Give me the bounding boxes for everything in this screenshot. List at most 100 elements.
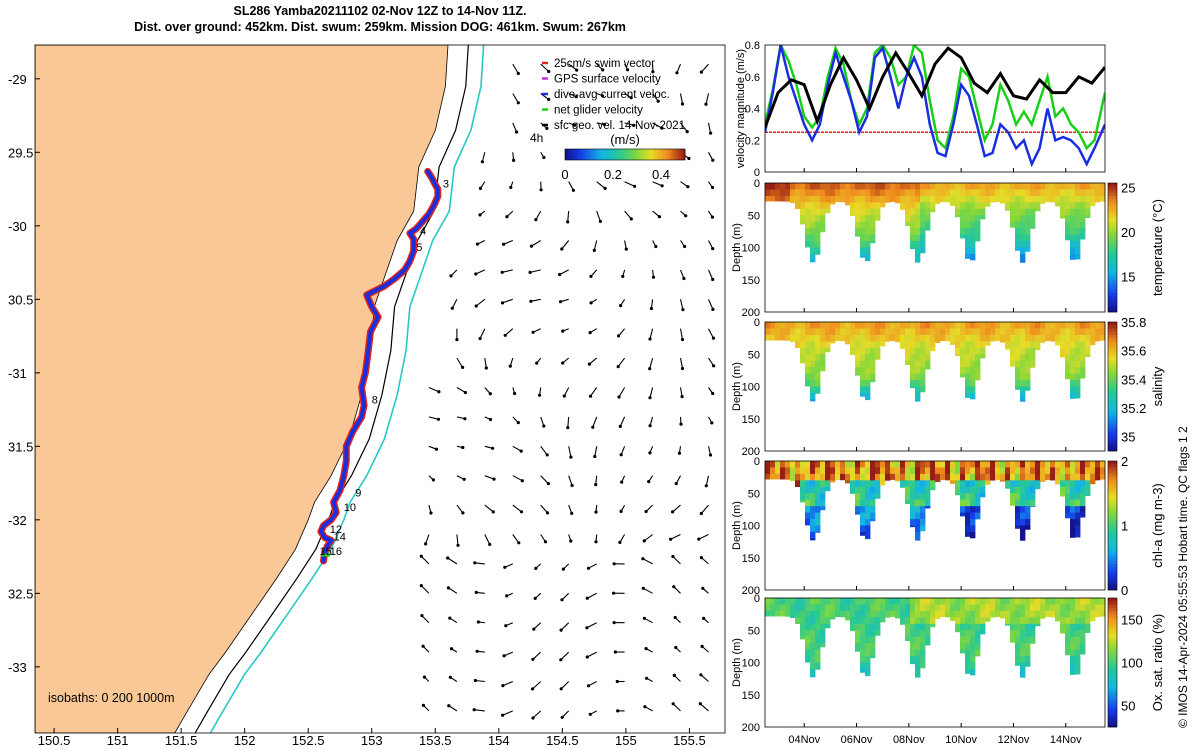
section-cell — [1030, 183, 1036, 190]
section-cell — [940, 189, 946, 197]
speed-colorbar-cell — [651, 149, 654, 160]
section-cell — [845, 183, 851, 190]
section-cell — [975, 499, 981, 507]
section-cell — [1080, 623, 1086, 631]
section-cell — [1075, 334, 1081, 342]
section-cell — [765, 604, 771, 612]
section-cell — [920, 234, 926, 242]
section-cell — [890, 183, 896, 190]
section-cell — [965, 467, 971, 475]
section-cell — [1085, 486, 1091, 494]
section-cell — [930, 189, 936, 197]
section-cell — [1030, 228, 1036, 229]
colorbar-cell — [1108, 308, 1117, 313]
colorbar-tick: 35.4 — [1121, 372, 1146, 387]
section-cell — [825, 486, 831, 492]
section-cell — [1055, 598, 1061, 605]
section-cell — [815, 228, 821, 235]
section-cell — [1080, 486, 1086, 494]
section-cell — [1060, 208, 1066, 216]
section-cell — [970, 247, 976, 255]
section-cell — [1010, 473, 1016, 481]
section-cell — [970, 525, 976, 533]
section-cell — [980, 322, 986, 329]
section-cell — [885, 610, 891, 618]
colorbar-cell — [1108, 299, 1117, 303]
section-cell — [925, 598, 931, 605]
section-cell — [965, 189, 971, 197]
quiver-arrow-head — [651, 70, 655, 74]
section-cell — [815, 373, 821, 381]
section-cell — [915, 610, 921, 618]
section-cell — [865, 392, 871, 400]
section-cell — [810, 598, 816, 605]
section-cell — [895, 341, 901, 343]
section-cell — [880, 202, 886, 208]
quiver-arrow-head — [699, 511, 703, 516]
section-cell — [820, 195, 826, 203]
section-cell — [910, 208, 916, 216]
quiver-arrow — [586, 622, 597, 629]
section-cell — [780, 610, 786, 617]
quiver-arrow-head — [572, 123, 577, 127]
section-cell — [855, 649, 861, 652]
section-cell — [1020, 662, 1026, 670]
quiver-arrow-head — [660, 126, 664, 130]
section-cell — [955, 480, 961, 488]
section-cell — [815, 195, 821, 203]
section-cell — [820, 493, 826, 501]
section-cell — [1020, 228, 1026, 235]
section-cell — [820, 480, 826, 488]
section-cell — [815, 367, 821, 374]
speed-colorbar-cell — [649, 149, 652, 160]
colorbar-cell — [1108, 515, 1117, 520]
section-cell — [865, 643, 871, 650]
section-cell — [1020, 354, 1026, 362]
title-line-2: Dist. over ground: 452km. Dist. swum: 25… — [134, 20, 626, 34]
section-cell — [965, 221, 971, 229]
quiver-arrow — [624, 181, 635, 187]
colorbar-cell — [1108, 519, 1117, 523]
section-cell — [1090, 195, 1096, 203]
section-cell — [825, 598, 831, 605]
quiver-arrow-head — [700, 644, 704, 649]
section-cell — [800, 215, 806, 223]
section-cell — [1055, 467, 1061, 475]
speed-colorbar-cell — [665, 149, 668, 160]
section-cell — [980, 604, 986, 612]
section-cell — [1030, 189, 1036, 197]
section-cell — [860, 506, 866, 513]
section-cell — [1075, 473, 1081, 481]
colorbar-cell — [1108, 567, 1117, 571]
section-cell — [1060, 630, 1066, 634]
section-cell — [820, 341, 826, 349]
section-cell — [965, 228, 971, 235]
section-cell — [820, 486, 826, 494]
section-cell — [825, 322, 831, 329]
quiver-arrow-head — [598, 219, 603, 223]
section-cell — [880, 617, 886, 623]
colorbar-cell — [1108, 714, 1117, 718]
section-cell — [820, 360, 826, 368]
section-cell — [770, 195, 776, 202]
section-cell — [905, 360, 911, 366]
quiver-arrow-head — [431, 478, 435, 482]
section-cell — [1090, 467, 1096, 475]
section-cell — [960, 234, 966, 239]
speed-colorbar-cell — [631, 149, 634, 160]
quiver-arrow — [652, 181, 663, 187]
colorbar-cell — [1108, 295, 1117, 300]
quiver-arrow-head — [538, 393, 542, 397]
quiver-arrow-head — [569, 539, 573, 543]
quiver-arrow — [456, 504, 464, 514]
quiver-arrow-head — [516, 421, 520, 425]
section-cell — [970, 486, 976, 494]
quiver-arrow-head — [547, 69, 551, 74]
section-cell — [855, 636, 861, 644]
section-cell — [990, 334, 996, 342]
section-cell — [815, 643, 821, 650]
section-cell — [975, 183, 981, 190]
section-cell — [970, 183, 976, 190]
section-cell — [975, 604, 981, 612]
date-tick-label: 04Nov — [788, 734, 820, 746]
